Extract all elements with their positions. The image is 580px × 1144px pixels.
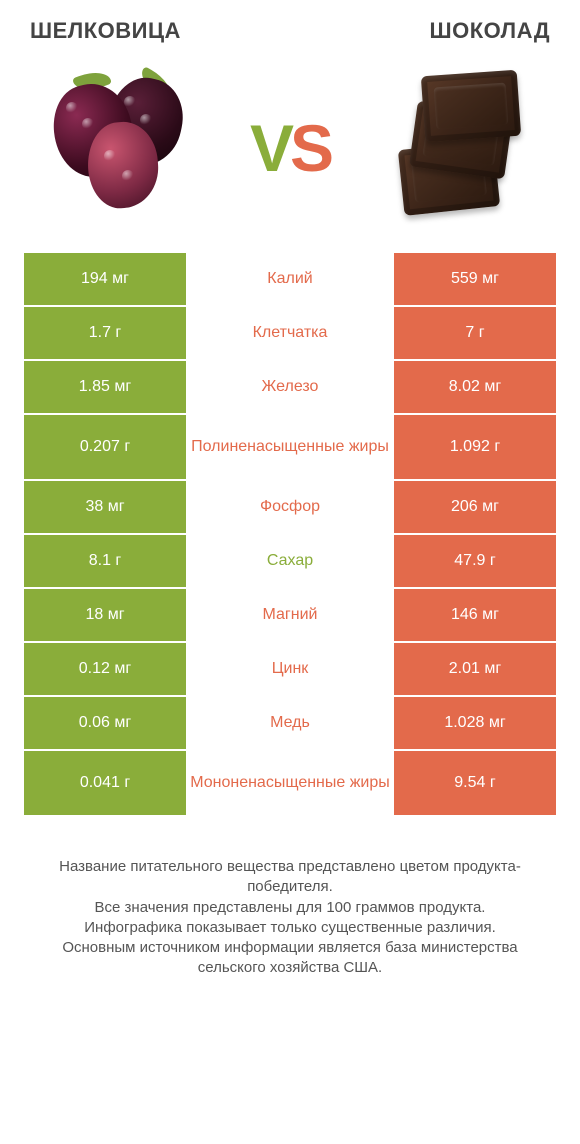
left-value: 8.1 г [24, 535, 186, 587]
nutrient-label: Калий [186, 253, 394, 305]
left-value: 1.7 г [24, 307, 186, 359]
footer-line: Название питательного вещества представл… [28, 857, 552, 898]
nutrient-label: Фосфор [186, 481, 394, 533]
nutrient-label: Полиненасыщенные жиры [186, 415, 394, 479]
right-value: 47.9 г [394, 535, 556, 587]
right-value: 1.028 мг [394, 697, 556, 749]
left-product-title: ШЕЛКОВИЦА [30, 18, 181, 44]
left-value: 0.207 г [24, 415, 186, 479]
right-value: 8.02 мг [394, 361, 556, 413]
right-product-image [369, 70, 544, 225]
footer-note: Название питательного вещества представл… [24, 817, 556, 979]
mulberry-icon [44, 78, 204, 218]
left-value: 194 мг [24, 253, 186, 305]
right-value: 206 мг [394, 481, 556, 533]
table-row: 18 мгМагний146 мг [24, 589, 556, 643]
comparison-table: 194 мгКалий559 мг1.7 гКлетчатка7 г1.85 м… [24, 253, 556, 817]
table-row: 0.207 гПолиненасыщенные жиры1.092 г [24, 415, 556, 481]
right-product-title: ШОКОЛАД [429, 18, 550, 44]
table-row: 8.1 гСахар47.9 г [24, 535, 556, 589]
left-value: 18 мг [24, 589, 186, 641]
chocolate-icon [377, 73, 537, 223]
left-product-image [36, 70, 211, 225]
table-row: 0.041 гМононенасыщенные жиры9.54 г [24, 751, 556, 817]
table-row: 1.7 гКлетчатка7 г [24, 307, 556, 361]
nutrient-label: Медь [186, 697, 394, 749]
hero: VS [24, 52, 556, 253]
footer-line: Инфографика показывает только существенн… [28, 918, 552, 938]
left-value: 0.06 мг [24, 697, 186, 749]
table-row: 0.06 мгМедь1.028 мг [24, 697, 556, 751]
left-value: 1.85 мг [24, 361, 186, 413]
nutrient-label: Клетчатка [186, 307, 394, 359]
right-value: 7 г [394, 307, 556, 359]
vs-label: VS [250, 110, 330, 186]
vs-v: V [250, 110, 290, 186]
nutrient-label: Цинк [186, 643, 394, 695]
nutrient-label: Железо [186, 361, 394, 413]
right-value: 2.01 мг [394, 643, 556, 695]
table-row: 0.12 мгЦинк2.01 мг [24, 643, 556, 697]
left-value: 0.041 г [24, 751, 186, 815]
left-value: 0.12 мг [24, 643, 186, 695]
table-row: 38 мгФосфор206 мг [24, 481, 556, 535]
table-row: 1.85 мгЖелезо8.02 мг [24, 361, 556, 415]
right-value: 9.54 г [394, 751, 556, 815]
nutrient-label: Сахар [186, 535, 394, 587]
table-row: 194 мгКалий559 мг [24, 253, 556, 307]
vs-s: S [290, 110, 330, 186]
left-value: 38 мг [24, 481, 186, 533]
right-value: 1.092 г [394, 415, 556, 479]
nutrient-label: Мононенасыщенные жиры [186, 751, 394, 815]
header: ШЕЛКОВИЦА ШОКОЛАД [24, 18, 556, 52]
footer-line: Все значения представлены для 100 граммо… [28, 898, 552, 918]
right-value: 559 мг [394, 253, 556, 305]
footer-line: Основным источником информации является … [28, 938, 552, 979]
nutrient-label: Магний [186, 589, 394, 641]
right-value: 146 мг [394, 589, 556, 641]
